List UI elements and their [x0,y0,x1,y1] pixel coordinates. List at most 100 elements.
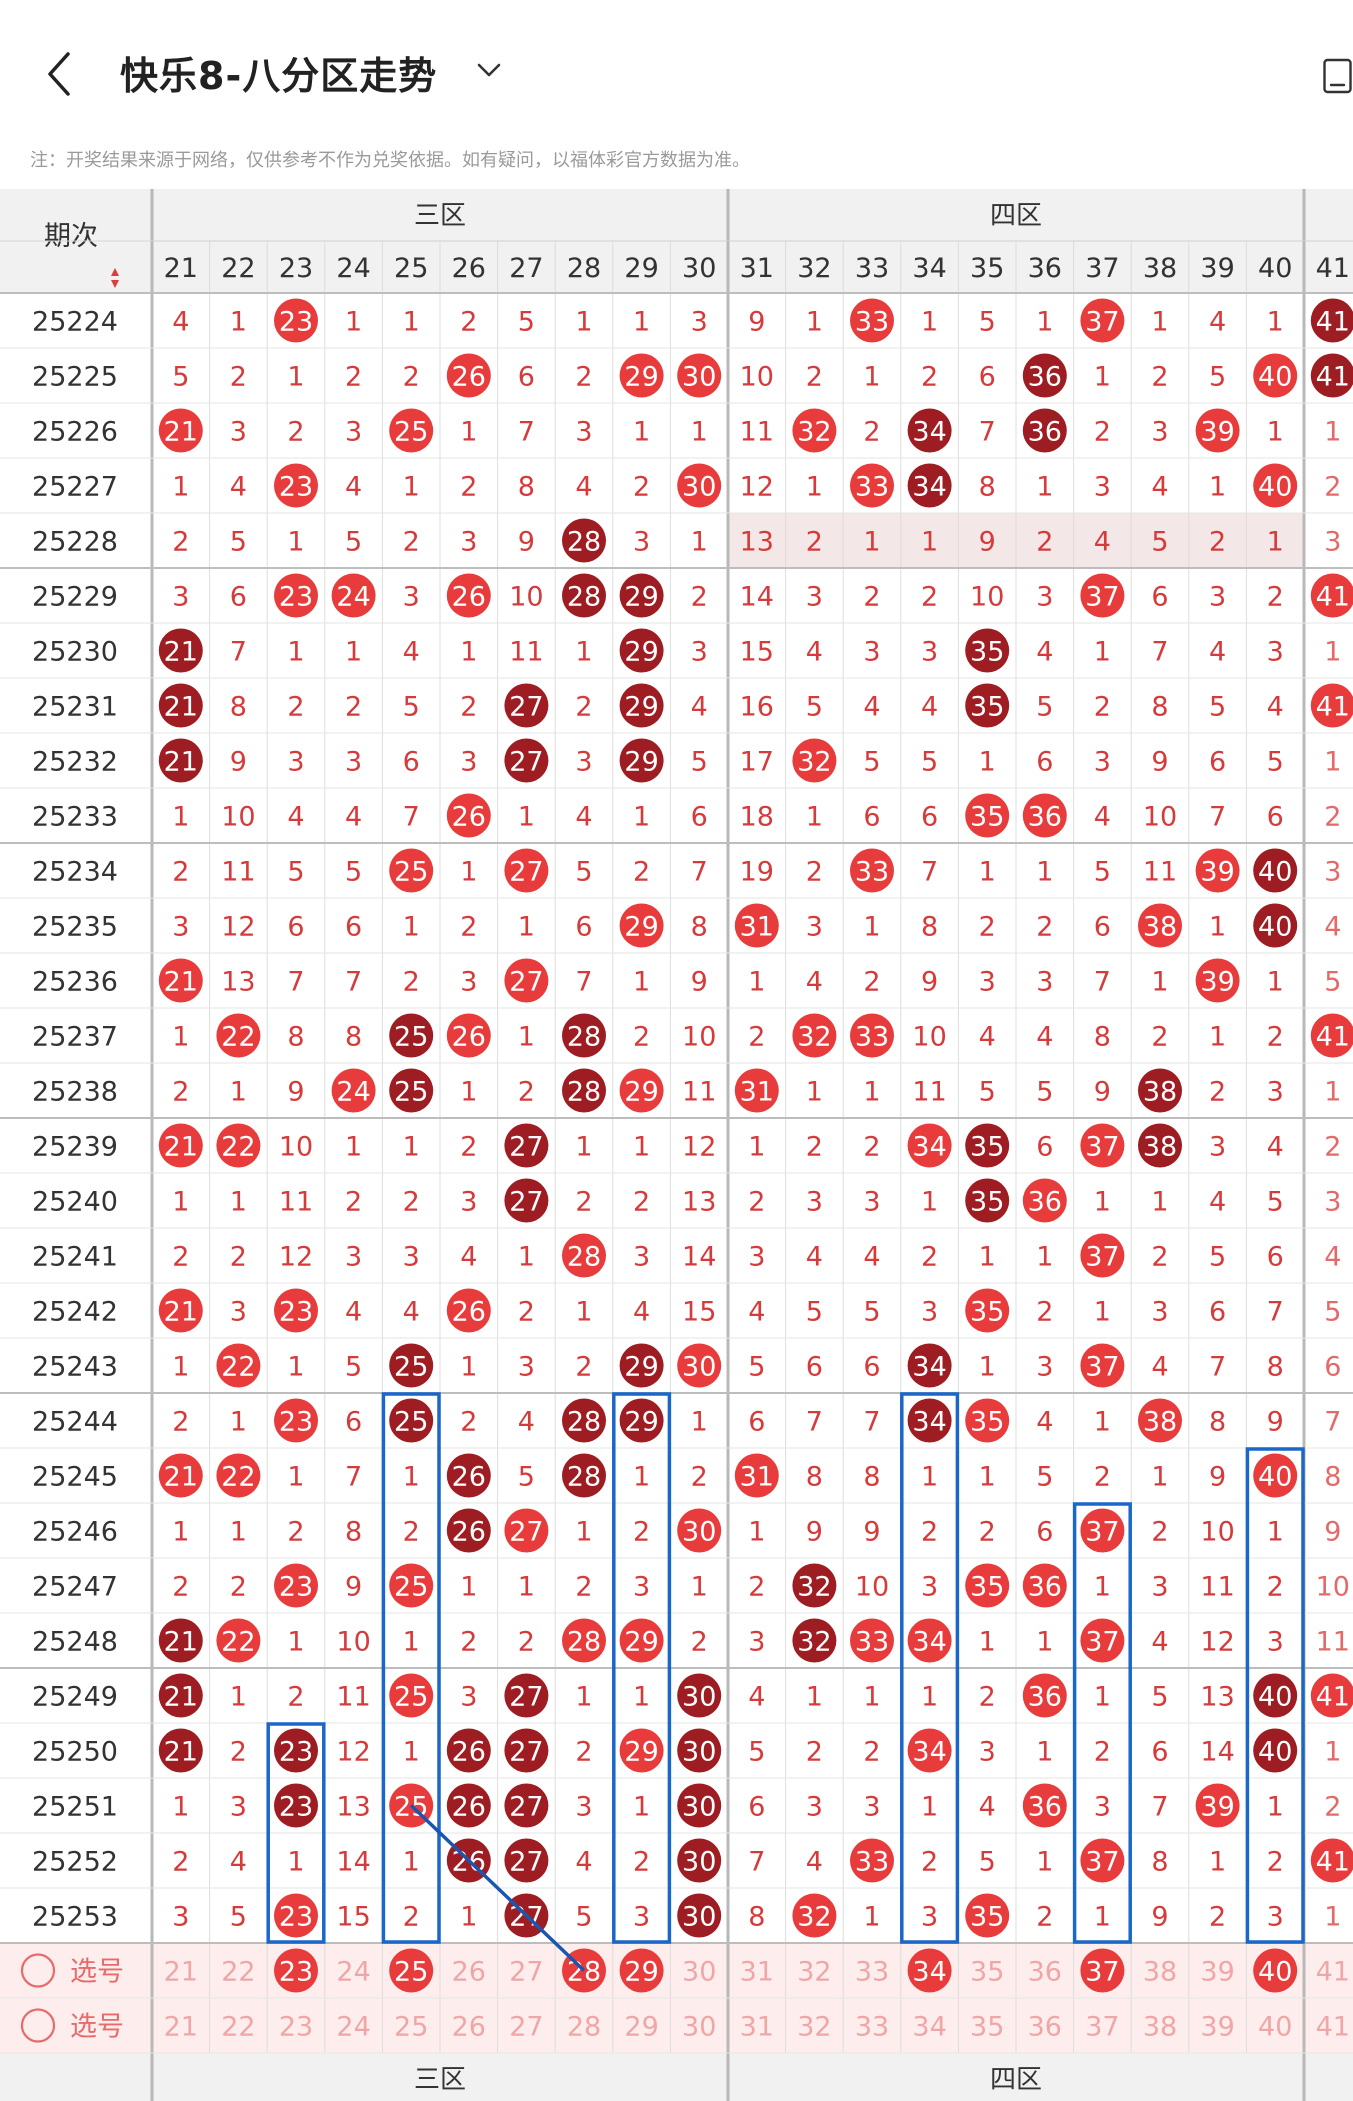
select-label[interactable]: 选号 [70,1957,124,1988]
select-number[interactable]: 39 [1200,2012,1234,2043]
omission-cell: 2 [460,1132,477,1163]
select-number[interactable]: 24 [336,1957,370,1988]
omission-cell: 8 [345,1517,362,1548]
select-number[interactable]: 30 [682,1957,716,1988]
select-number[interactable]: 31 [740,1957,774,1988]
drawn-ball-number: 40 [1258,472,1292,503]
select-number[interactable]: 21 [164,2012,198,2043]
select-number[interactable]: 38 [1143,2012,1177,2043]
selected-ball-number[interactable]: 34 [912,1957,946,1988]
select-number[interactable]: 21 [164,1957,198,1988]
back-icon[interactable] [40,48,80,100]
omission-cell: 3 [806,582,823,613]
omission-cell: 1 [403,912,420,943]
select-number[interactable]: 26 [452,1957,486,1988]
drawn-ball-number: 35 [970,802,1004,833]
select-number[interactable]: 23 [279,2012,313,2043]
omission-cell: 3 [345,747,362,778]
omission-cell: 2 [1324,1132,1341,1163]
omission-cell: 6 [691,802,708,833]
sort-up-icon[interactable] [111,268,119,276]
omission-cell: 7 [921,857,938,888]
drawn-ball-number: 28 [567,527,601,558]
select-number[interactable]: 38 [1143,1957,1177,1988]
selected-ball[interactable] [1253,1948,1298,1993]
select-number[interactable]: 35 [970,1957,1004,1988]
omission-cell: 2 [1151,1242,1168,1273]
selected-ball-number[interactable]: 25 [394,1957,428,1988]
selected-ball-number[interactable]: 29 [624,1957,658,1988]
select-number[interactable]: 22 [221,1957,255,1988]
period-cell: 25225 [32,362,118,393]
select-number[interactable]: 39 [1200,1957,1234,1988]
select-number[interactable]: 25 [394,2012,428,2043]
selected-ball-number[interactable]: 28 [567,1957,601,1988]
drawn-ball-number: 29 [624,637,658,668]
omission-cell: 1 [518,1022,535,1053]
select-number[interactable]: 40 [1258,2012,1292,2043]
drawn-ball-number: 26 [452,802,486,833]
select-number[interactable]: 27 [509,1957,543,1988]
select-radio[interactable] [20,2008,56,2043]
select-label[interactable]: 选号 [70,2012,124,2043]
omission-cell: 7 [1209,802,1226,833]
select-number[interactable]: 32 [797,2012,831,2043]
omission-cell: 6 [1267,802,1284,833]
drawn-ball-number: 39 [1200,1792,1234,1823]
select-number[interactable]: 24 [336,2012,370,2043]
omission-cell: 1 [979,747,996,778]
drawn-ball [389,1068,434,1113]
drawn-ball-number: 26 [452,1462,486,1493]
drawn-ball-number: 26 [452,362,486,393]
select-number[interactable]: 27 [509,2012,543,2043]
omission-cell: 2 [403,1187,420,1218]
select-number[interactable]: 30 [682,2012,716,2043]
sort-down-icon[interactable] [111,280,119,288]
select-number[interactable]: 33 [855,2012,889,2043]
omission-cell: 5 [921,747,938,778]
period-header[interactable]: 期次 [44,221,98,252]
drawn-ball-number: 31 [740,912,774,943]
omission-cell: 4 [172,307,189,338]
selected-ball-number[interactable]: 40 [1258,1957,1292,1988]
select-number[interactable]: 37 [1085,2012,1119,2043]
selected-ball[interactable] [619,1948,664,1993]
drawn-ball [1138,903,1182,948]
omission-cell: 1 [979,857,996,888]
selected-ball-number[interactable]: 23 [279,1957,313,1988]
select-number[interactable]: 22 [221,2012,255,2043]
select-number[interactable]: 36 [1028,1957,1062,1988]
select-number[interactable]: 36 [1028,2012,1062,2043]
select-number[interactable]: 41 [1316,1957,1350,1988]
selected-ball[interactable] [907,1948,952,1993]
select-number[interactable]: 34 [912,2012,946,2043]
select-number[interactable]: 41 [1316,2012,1350,2043]
omission-cell: 4 [287,802,304,833]
select-number[interactable]: 31 [740,2012,774,2043]
select-number[interactable]: 32 [797,1957,831,1988]
omission-cell: 4 [1036,1407,1053,1438]
device-toggle-icon[interactable] [1322,58,1353,94]
omission-cell: 5 [1036,1462,1053,1493]
omission-cell: 2 [1094,692,1111,723]
drawn-ball [619,1068,664,1113]
omission-cell: 5 [403,692,420,723]
chevron-down-icon[interactable] [474,58,504,82]
selected-ball[interactable] [1080,1948,1125,1993]
omission-cell: 6 [345,1407,362,1438]
drawn-ball-number: 30 [682,472,716,503]
omission-cell: 6 [921,802,938,833]
select-number[interactable]: 35 [970,2012,1004,2043]
drawn-ball-number: 30 [682,1352,716,1383]
omission-cell: 3 [863,637,880,668]
omission-cell: 2 [1036,1902,1053,1933]
selected-ball[interactable] [274,1948,318,1993]
drawn-ball [619,628,664,673]
select-number[interactable]: 26 [452,2012,486,2043]
select-number[interactable]: 28 [567,2012,601,2043]
selected-ball-number[interactable]: 37 [1085,1957,1119,1988]
select-number[interactable]: 33 [855,1957,889,1988]
select-radio[interactable] [20,1953,56,1988]
select-number[interactable]: 29 [624,2012,658,2043]
omission-cell: 5 [575,1902,592,1933]
